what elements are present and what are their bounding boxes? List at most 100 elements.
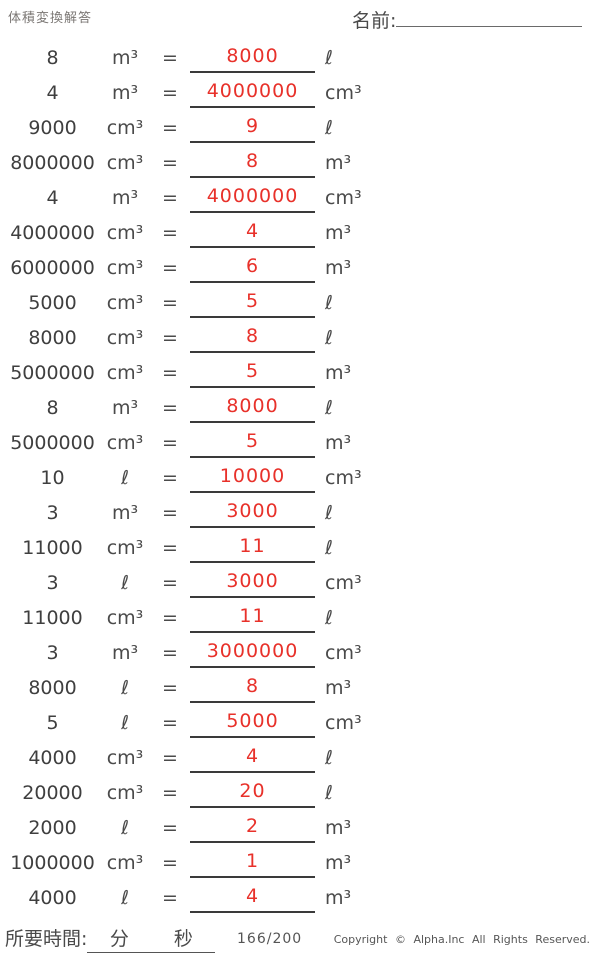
name-label: 名前:	[352, 10, 397, 32]
equals-sign: =	[162, 536, 178, 559]
conversion-row: 4 m³ = 4000000 cm³	[5, 75, 380, 110]
answer-value: 5	[190, 355, 315, 388]
answer-value: 11	[190, 600, 315, 633]
time-input-line: 分秒	[87, 924, 216, 953]
conversion-rows: 8 m³ = 8000 ℓ 4 m³ = 4000000 cm³ 9000 cm…	[5, 40, 380, 915]
given-value: 3	[46, 641, 59, 664]
given-value: 8	[46, 396, 59, 419]
target-unit: ℓ	[325, 501, 333, 524]
answer-value: 8	[190, 670, 315, 703]
page-counter: 166/200	[237, 931, 303, 947]
given-unit: cm³	[106, 291, 144, 314]
given-unit: cm³	[106, 361, 144, 384]
given-value: 8000	[28, 676, 77, 699]
target-unit: m³	[325, 221, 352, 244]
target-unit: cm³	[325, 711, 362, 734]
answer-value: 5	[190, 425, 315, 458]
given-unit: cm³	[106, 781, 144, 804]
equals-sign: =	[162, 221, 178, 244]
conversion-row: 3 ℓ = 3000 cm³	[5, 565, 380, 600]
equals-sign: =	[162, 746, 178, 769]
given-value: 5	[46, 711, 59, 734]
given-unit: cm³	[106, 851, 144, 874]
conversion-row: 2000 ℓ = 2 m³	[5, 810, 380, 845]
equals-sign: =	[162, 781, 178, 804]
answer-value: 3000	[190, 565, 315, 598]
copyright-text: Copyright © Alpha.Inc All Rights Reserve…	[333, 933, 590, 946]
given-unit: m³	[111, 501, 139, 524]
answer-value: 6	[190, 250, 315, 283]
given-value: 4000	[28, 746, 77, 769]
equals-sign: =	[162, 641, 178, 664]
target-unit: m³	[325, 151, 352, 174]
equals-sign: =	[162, 361, 178, 384]
answer-value: 1	[190, 845, 315, 878]
time-required-field: 所要時間: 分秒	[5, 924, 216, 953]
equals-sign: =	[162, 851, 178, 874]
given-value: 4	[46, 186, 59, 209]
given-value: 8000000	[10, 151, 95, 174]
given-value: 3	[46, 501, 59, 524]
equals-sign: =	[162, 116, 178, 139]
given-unit: cm³	[106, 256, 144, 279]
answer-value: 8	[190, 145, 315, 178]
given-unit: ℓ	[121, 466, 129, 489]
conversion-row: 4 m³ = 4000000 cm³	[5, 180, 380, 215]
given-unit: m³	[111, 81, 139, 104]
answer-value: 8000	[190, 40, 315, 73]
given-unit: m³	[111, 46, 139, 69]
answer-value: 9	[190, 110, 315, 143]
target-unit: cm³	[325, 81, 362, 104]
answer-value: 8000	[190, 390, 315, 423]
equals-sign: =	[162, 886, 178, 909]
conversion-row: 1000000 cm³ = 1 m³	[5, 845, 380, 880]
target-unit: ℓ	[325, 536, 333, 559]
given-value: 6000000	[10, 256, 95, 279]
target-unit: m³	[325, 256, 352, 279]
answer-value: 20	[190, 775, 315, 808]
given-unit: ℓ	[121, 711, 129, 734]
given-unit: ℓ	[121, 886, 129, 909]
answer-value: 4	[190, 215, 315, 248]
target-unit: m³	[325, 676, 352, 699]
answer-value: 4000000	[190, 180, 315, 213]
given-unit: cm³	[106, 431, 144, 454]
target-unit: ℓ	[325, 781, 333, 804]
equals-sign: =	[162, 291, 178, 314]
given-unit: cm³	[106, 221, 144, 244]
given-unit: m³	[111, 186, 139, 209]
equals-sign: =	[162, 501, 178, 524]
given-value: 5000000	[10, 361, 95, 384]
conversion-row: 9000 cm³ = 9 ℓ	[5, 110, 380, 145]
conversion-row: 8 m³ = 8000 ℓ	[5, 390, 380, 425]
given-unit: cm³	[106, 326, 144, 349]
conversion-row: 4000 cm³ = 4 ℓ	[5, 740, 380, 775]
given-value: 11000	[22, 536, 83, 559]
conversion-row: 3 m³ = 3000 ℓ	[5, 495, 380, 530]
conversion-row: 4000000 cm³ = 4 m³	[5, 215, 380, 250]
given-unit: ℓ	[121, 816, 129, 839]
given-value: 10	[40, 466, 65, 489]
given-value: 5000	[28, 291, 77, 314]
answer-value: 5000	[190, 705, 315, 738]
conversion-row: 6000000 cm³ = 6 m³	[5, 250, 380, 285]
target-unit: cm³	[325, 466, 362, 489]
given-unit: cm³	[106, 151, 144, 174]
given-value: 2000	[28, 816, 77, 839]
given-unit: ℓ	[121, 676, 129, 699]
answer-value: 4	[190, 880, 315, 913]
equals-sign: =	[162, 816, 178, 839]
conversion-row: 8 m³ = 8000 ℓ	[5, 40, 380, 75]
given-value: 3	[46, 571, 59, 594]
seconds-label: 秒	[173, 928, 193, 950]
answer-value: 3000	[190, 495, 315, 528]
answer-value: 2	[190, 810, 315, 843]
target-unit: cm³	[325, 571, 362, 594]
target-unit: m³	[325, 431, 352, 454]
given-unit: cm³	[106, 606, 144, 629]
given-value: 9000	[28, 116, 77, 139]
target-unit: ℓ	[325, 326, 333, 349]
answer-value: 4	[190, 740, 315, 773]
equals-sign: =	[162, 326, 178, 349]
